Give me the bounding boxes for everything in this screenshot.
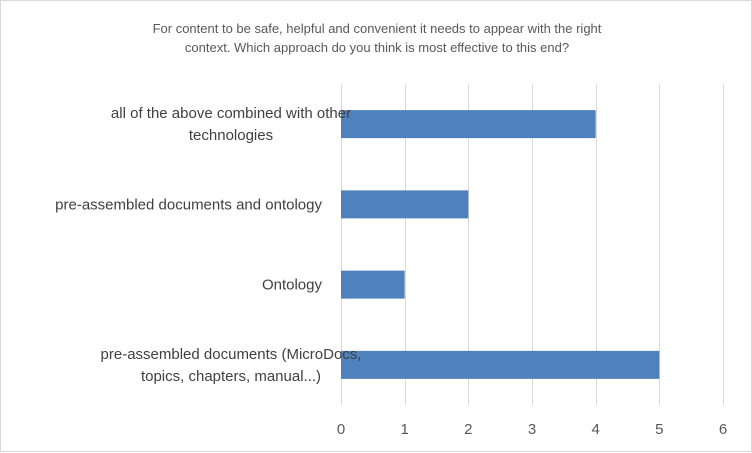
x-axis-tick-labels: 0 1 2 3 4 5 6	[337, 421, 727, 438]
bar-2	[341, 270, 405, 299]
category-label: pre-assembled documents and ontology	[55, 196, 322, 213]
category-label: topics, chapters, manual...)	[141, 368, 321, 385]
chart-title-line-2: context. Which approach do you think is …	[185, 40, 569, 55]
bars	[341, 110, 660, 379]
x-tick-label: 4	[591, 421, 599, 438]
x-tick-label: 6	[719, 421, 727, 438]
category-label: Ontology	[262, 277, 323, 294]
x-tick-label: 0	[337, 421, 345, 438]
chart-title: For content to be safe, helpful and conv…	[153, 21, 602, 55]
category-label: pre-assembled documents (MicroDocs,	[101, 346, 362, 363]
category-label: technologies	[189, 127, 273, 144]
bar-0	[341, 110, 596, 139]
x-tick-label: 1	[400, 421, 408, 438]
chart-title-line-1: For content to be safe, helpful and conv…	[153, 21, 602, 36]
category-labels: all of the above combined with other tech…	[55, 105, 361, 385]
x-tick-label: 3	[528, 421, 536, 438]
x-tick-label: 5	[655, 421, 663, 438]
category-label: all of the above combined with other	[111, 105, 351, 122]
bar-1	[341, 190, 469, 219]
x-tick-label: 2	[464, 421, 472, 438]
bar-3	[341, 350, 660, 379]
